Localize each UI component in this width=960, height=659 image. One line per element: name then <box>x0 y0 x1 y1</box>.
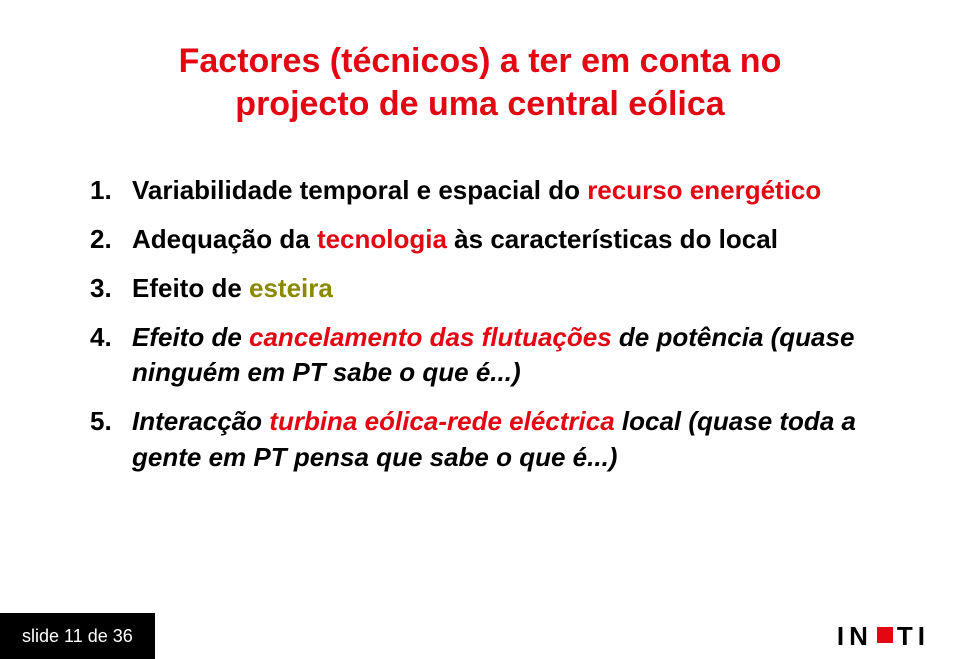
text-part: tecnologia <box>317 224 447 254</box>
text-part: Variabilidade temporal e espacial do <box>132 175 587 205</box>
list-number: 1. <box>90 173 132 208</box>
text-part: Interacção <box>132 406 269 436</box>
text-part: esteira <box>249 273 333 303</box>
title-line2: projecto de uma central eólica <box>235 85 724 123</box>
text-part: Efeito de <box>132 322 249 352</box>
logo-part1: IN <box>837 621 873 652</box>
text-part: Adequação da <box>132 224 317 254</box>
list-item: 5.Interacção turbina eólica-rede eléctri… <box>90 404 900 474</box>
list-text: Efeito de esteira <box>132 271 333 306</box>
bullet-list: 1.Variabilidade temporal e espacial do r… <box>60 173 900 475</box>
title-line1: Factores (técnicos) a ter em conta no <box>179 42 782 80</box>
text-part: recurso energético <box>587 175 821 205</box>
list-item: 1.Variabilidade temporal e espacial do r… <box>90 173 900 208</box>
slide-title: Factores (técnicos) a ter em conta no pr… <box>60 40 900 125</box>
list-number: 2. <box>90 222 132 257</box>
list-item: 2.Adequação da tecnologia às característ… <box>90 222 900 257</box>
list-text: Variabilidade temporal e espacial do rec… <box>132 173 821 208</box>
list-number: 5. <box>90 404 132 474</box>
list-text: Adequação da tecnologia às característic… <box>132 222 778 257</box>
list-text: Interacção turbina eólica-rede eléctrica… <box>132 404 900 474</box>
text-part: Efeito de <box>132 273 249 303</box>
list-text: Efeito de cancelamento das flutuações de… <box>132 320 900 390</box>
logo-text: IN TI <box>837 621 930 652</box>
text-part: às características do local <box>447 224 778 254</box>
logo-part2: TI <box>897 621 930 652</box>
list-number: 3. <box>90 271 132 306</box>
list-item: 4.Efeito de cancelamento das flutuações … <box>90 320 900 390</box>
text-part: turbina eólica-rede eléctrica <box>269 406 614 436</box>
list-item: 3.Efeito de esteira <box>90 271 900 306</box>
logo-square-icon <box>877 627 893 643</box>
list-number: 4. <box>90 320 132 390</box>
slide-content: Factores (técnicos) a ter em conta no pr… <box>0 0 960 475</box>
slide-number: slide 11 de 36 <box>0 613 155 659</box>
text-part: cancelamento das flutuações <box>249 322 612 352</box>
slide-footer: slide 11 de 36 IN TI <box>0 613 960 659</box>
logo: IN TI <box>837 621 930 652</box>
